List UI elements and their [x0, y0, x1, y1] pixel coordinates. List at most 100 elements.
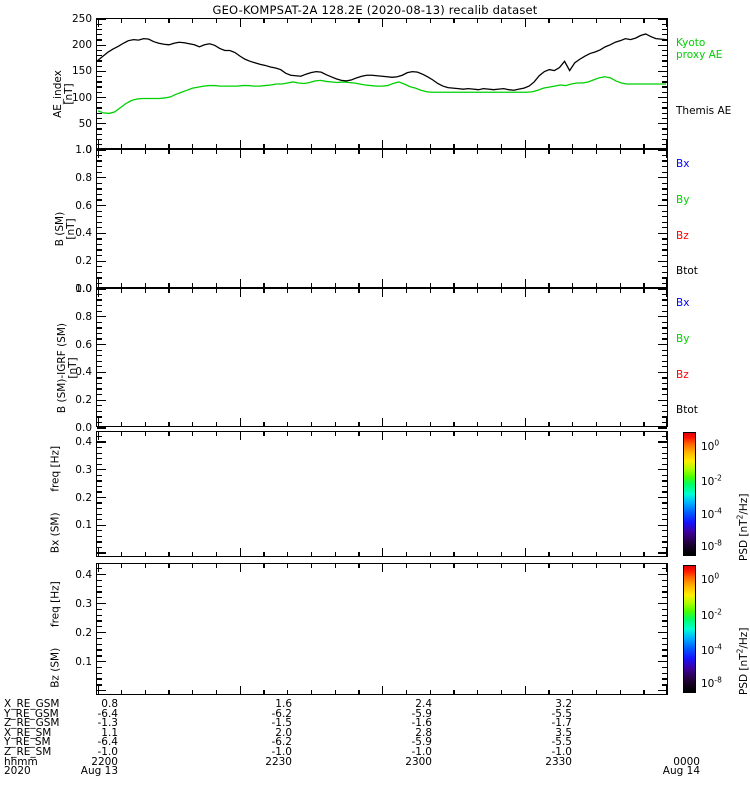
x-tick-minor-bottom	[453, 283, 455, 287]
y-tick-minor-right	[662, 55, 667, 57]
y-tick-minor-right	[662, 672, 667, 674]
y-tick-minor-right	[662, 210, 667, 212]
colorbar-tick-label: 10-8	[701, 538, 722, 554]
x-tick-minor-top	[310, 150, 313, 154]
coord-row: X_RE_SM 1.1 2.0 2.8 3.5	[0, 726, 750, 739]
y-tick-minor-right	[662, 366, 667, 368]
x-tick-minor-top	[500, 564, 503, 568]
y-tick-minor-right	[662, 91, 667, 93]
colorbar-bx-title: PSD [nT2/Hz]	[736, 441, 750, 561]
coord-cell: Aug 14	[662, 765, 700, 778]
x-tick-major-bottom	[524, 686, 526, 694]
y-tick-minor-right	[662, 388, 667, 390]
x-tick-major-top	[666, 564, 668, 572]
y-tick-minor-right	[662, 138, 667, 141]
x-tick-minor-top	[192, 19, 194, 23]
y-tick-minor	[97, 643, 102, 645]
y-tick-minor-right	[662, 238, 667, 240]
y-tick-minor	[97, 608, 102, 611]
colorbar-tick-label: 10-2	[701, 473, 722, 488]
y-tick-minor	[97, 133, 102, 135]
y-tick-minor-right	[662, 620, 667, 622]
y-tick-minor-right	[662, 133, 667, 135]
y-tick-minor	[97, 210, 102, 212]
y-tick-minor-right	[662, 637, 667, 640]
y-tick-minor	[97, 102, 102, 104]
x-tick-minor-bottom	[358, 422, 360, 426]
x-tick-minor-bottom	[548, 422, 550, 426]
x-tick-major-top	[97, 19, 99, 27]
y-tick-minor-right	[662, 360, 667, 362]
x-tick-minor-bottom	[310, 690, 313, 694]
y-tick-minor-right	[662, 585, 667, 587]
y-tick-major-right	[658, 44, 667, 46]
y-tick-minor	[97, 227, 102, 229]
colorbar-bz-title-base: PSD [nT	[738, 653, 750, 695]
y-tick-label: 0.2	[75, 626, 92, 639]
legend-item-bx: Bx	[676, 158, 690, 170]
x-tick-minor-top	[548, 564, 550, 568]
panel-bx-spec-axis-title-line1: Bx (SM)	[49, 512, 62, 554]
legend-item-bz: Bz	[676, 229, 689, 242]
y-tick-major-right	[658, 552, 667, 554]
x-tick-minor-bottom	[120, 144, 123, 148]
ae-series-themis	[97, 33, 667, 91]
x-tick-minor-top	[477, 564, 479, 568]
y-tick-minor-right	[662, 107, 667, 109]
y-tick-minor-right	[662, 160, 667, 162]
x-tick-minor-bottom	[287, 283, 289, 287]
y-tick-minor-right	[662, 530, 667, 532]
x-tick-major-bottom	[666, 140, 668, 148]
y-tick-minor	[97, 568, 102, 570]
x-tick-minor-bottom	[572, 144, 574, 148]
x-tick-minor-top	[405, 19, 408, 23]
x-tick-minor-top	[595, 19, 598, 23]
x-tick-minor-top	[358, 289, 360, 293]
y-tick-major-right	[658, 316, 667, 318]
y-tick-label: 0.4	[75, 227, 92, 240]
x-tick-major-top	[97, 564, 99, 572]
x-tick-minor-top	[548, 432, 550, 436]
y-tick-minor	[97, 60, 102, 62]
x-tick-minor-top	[310, 289, 313, 293]
y-tick-minor	[97, 166, 102, 168]
coord-row-label: hhmm	[4, 755, 38, 768]
y-tick-major	[97, 661, 106, 663]
coord-row-label: Y_RE_SM	[4, 736, 51, 749]
x-tick-major-bottom	[382, 140, 384, 148]
y-tick-minor	[97, 39, 102, 41]
x-tick-major-top	[382, 19, 384, 27]
y-tick-label: 0.2	[75, 393, 92, 406]
y-tick-minor-right	[662, 535, 667, 537]
y-tick-minor	[97, 649, 102, 651]
x-tick-minor-bottom	[643, 144, 645, 148]
y-tick-minor	[97, 249, 102, 251]
x-tick-minor-top	[405, 564, 408, 568]
colorbar-tick-label: 10-8	[701, 675, 722, 691]
x-tick-minor-top	[358, 150, 360, 154]
y-tick-label: 0.6	[75, 338, 92, 351]
y-tick-major	[97, 96, 106, 99]
colorbar-bz-spectrogram	[683, 565, 696, 693]
y-tick-minor-right	[662, 377, 667, 379]
y-tick-minor-right	[662, 541, 667, 543]
y-tick-minor-right	[662, 502, 667, 504]
panel-b-igrf-axis-title-line2: [nT]	[67, 357, 79, 379]
x-tick-major-top	[382, 564, 384, 572]
y-tick-minor-right	[662, 86, 667, 88]
y-tick-minor	[97, 585, 102, 587]
y-tick-minor-right	[662, 597, 667, 599]
coord-cell: 2.0	[275, 726, 292, 739]
x-tick-minor-bottom	[263, 422, 265, 426]
x-tick-minor-top	[215, 564, 218, 568]
y-tick-minor-right	[662, 321, 667, 323]
x-tick-minor-top	[168, 432, 170, 436]
x-tick-minor-bottom	[405, 690, 408, 694]
x-tick-major-top	[524, 432, 526, 440]
y-tick-major	[97, 123, 106, 125]
x-tick-major-top	[382, 150, 384, 158]
y-tick-major	[97, 18, 106, 20]
x-tick-minor-bottom	[595, 283, 598, 287]
y-tick-major	[97, 44, 106, 46]
y-tick-major-right	[658, 288, 667, 290]
